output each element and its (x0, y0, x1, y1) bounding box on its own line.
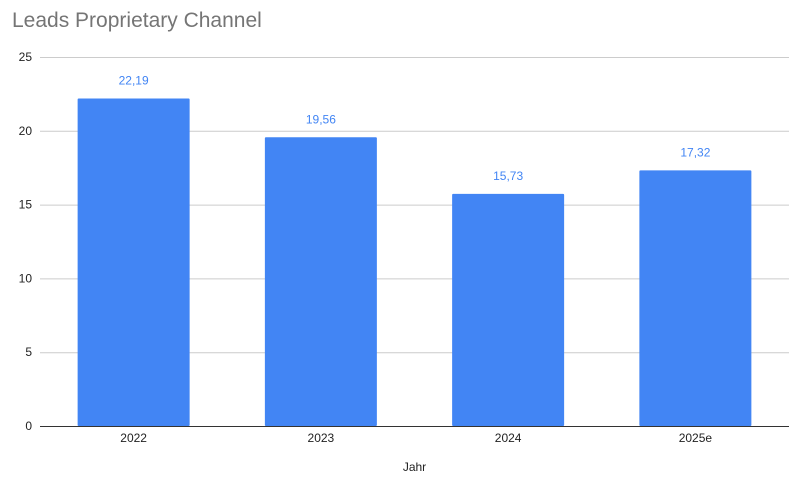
x-tick-label: 2023 (308, 431, 335, 445)
data-label: 22,19 (119, 73, 149, 87)
y-tick-label: 0 (25, 419, 32, 433)
bar-2024 (452, 193, 565, 426)
bar-2025e (639, 170, 752, 426)
data-label: 15,73 (493, 169, 523, 183)
data-label: 19,56 (306, 112, 336, 126)
x-tick-label: 2022 (120, 431, 147, 445)
data-labels: 22,19 19,56 15,73 17,32 (119, 73, 711, 182)
x-tick-label: 2025e (679, 431, 713, 445)
y-tick-label: 25 (19, 50, 33, 64)
bar-2022 (77, 98, 190, 427)
x-tick-label: 2024 (495, 431, 522, 445)
y-tick-labels: 0 5 10 15 20 25 (19, 50, 33, 433)
y-tick-label: 10 (19, 271, 33, 285)
y-tick-label: 5 (25, 345, 32, 359)
x-tick-labels: 2022 2023 2024 2025e (120, 431, 712, 445)
chart-title: Leads Proprietary Channel (12, 9, 262, 32)
bars (77, 98, 752, 427)
data-label: 17,32 (680, 145, 710, 159)
y-tick-label: 20 (19, 124, 33, 138)
y-tick-label: 15 (19, 198, 33, 212)
bar-2023 (264, 137, 377, 426)
x-axis-title: Jahr (403, 460, 426, 474)
